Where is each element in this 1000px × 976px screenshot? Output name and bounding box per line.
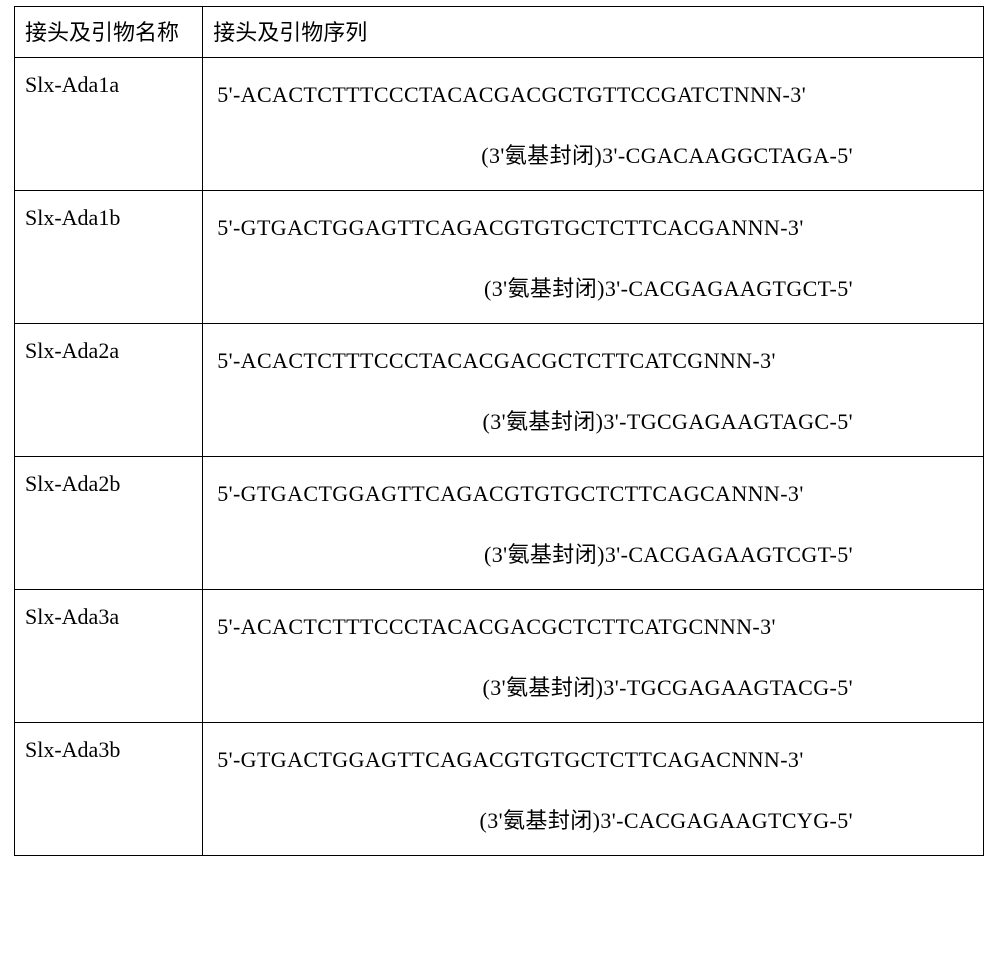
amino-block-label: (3'氨基封闭) [483, 409, 604, 434]
primer-name: Slx-Ada1b [15, 191, 203, 324]
primer-sequence: 5'-ACACTCTTTCCCTACACGACGCTCTTCATGCNNN-3'… [203, 590, 984, 723]
sequence-bottom-right: 3'-TGCGAGAAGTAGC-5' [603, 409, 853, 434]
sequence-bottom-right: 3'-CGACAAGGCTAGA-5' [602, 143, 853, 168]
sequence-top: 5'-ACACTCTTTCCCTACACGACGCTCTTCATGCNNN-3' [217, 614, 973, 640]
table-row: Slx-Ada2b 5'-GTGACTGGAGTTCAGACGTGTGCTCTT… [15, 457, 984, 590]
primer-sequence: 5'-ACACTCTTTCCCTACACGACGCTCTTCATCGNNN-3'… [203, 324, 984, 457]
sequence-bottom-right: 3'-CACGAGAAGTGCT-5' [605, 276, 853, 301]
primer-name: Slx-Ada1a [15, 58, 203, 191]
sequence-bottom-right: 3'-CACGAGAAGTCYG-5' [600, 808, 853, 833]
primer-sequence: 5'-GTGACTGGAGTTCAGACGTGTGCTCTTCAGCANNN-3… [203, 457, 984, 590]
sequence-top: 5'-GTGACTGGAGTTCAGACGTGTGCTCTTCAGCANNN-3… [217, 481, 973, 507]
amino-block-label: (3'氨基封闭) [480, 808, 601, 833]
sequence-bottom-right: 3'-TGCGAGAAGTACG-5' [603, 675, 853, 700]
amino-block-label: (3'氨基封闭) [481, 143, 602, 168]
sequence-bottom: (3'氨基封闭)3'-CACGAGAAGTGCT-5' [217, 271, 973, 303]
sequence-bottom: (3'氨基封闭)3'-CGACAAGGCTAGA-5' [217, 138, 973, 170]
table-row: Slx-Ada3b 5'-GTGACTGGAGTTCAGACGTGTGCTCTT… [15, 723, 984, 856]
amino-block-label: (3'氨基封闭) [484, 276, 605, 301]
table-header-row: 接头及引物名称 接头及引物序列 [15, 7, 984, 58]
sequence-bottom: (3'氨基封闭)3'-TGCGAGAAGTACG-5' [217, 670, 973, 702]
sequence-bottom: (3'氨基封闭)3'-CACGAGAAGTCYG-5' [217, 803, 973, 835]
table-row: Slx-Ada3a 5'-ACACTCTTTCCCTACACGACGCTCTTC… [15, 590, 984, 723]
primer-name: Slx-Ada2b [15, 457, 203, 590]
primer-name: Slx-Ada3a [15, 590, 203, 723]
sequence-top: 5'-ACACTCTTTCCCTACACGACGCTCTTCATCGNNN-3' [217, 348, 973, 374]
sequence-top: 5'-ACACTCTTTCCCTACACGACGCTGTTCCGATCTNNN-… [217, 82, 973, 108]
table-row: Slx-Ada2a 5'-ACACTCTTTCCCTACACGACGCTCTTC… [15, 324, 984, 457]
sequence-bottom-right: 3'-CACGAGAAGTCGT-5' [605, 542, 853, 567]
amino-block-label: (3'氨基封闭) [484, 542, 605, 567]
primer-sequence: 5'-ACACTCTTTCCCTACACGACGCTGTTCCGATCTNNN-… [203, 58, 984, 191]
table-row: Slx-Ada1b 5'-GTGACTGGAGTTCAGACGTGTGCTCTT… [15, 191, 984, 324]
sequence-top: 5'-GTGACTGGAGTTCAGACGTGTGCTCTTCAGACNNN-3… [217, 747, 973, 773]
sequence-bottom: (3'氨基封闭)3'-TGCGAGAAGTAGC-5' [217, 404, 973, 436]
sequence-top: 5'-GTGACTGGAGTTCAGACGTGTGCTCTTCACGANNN-3… [217, 215, 973, 241]
primer-name: Slx-Ada3b [15, 723, 203, 856]
sequence-bottom: (3'氨基封闭)3'-CACGAGAAGTCGT-5' [217, 537, 973, 569]
primer-sequence: 5'-GTGACTGGAGTTCAGACGTGTGCTCTTCAGACNNN-3… [203, 723, 984, 856]
amino-block-label: (3'氨基封闭) [483, 675, 604, 700]
primer-sequence: 5'-GTGACTGGAGTTCAGACGTGTGCTCTTCACGANNN-3… [203, 191, 984, 324]
header-sequence: 接头及引物序列 [203, 7, 984, 58]
table-row: Slx-Ada1a 5'-ACACTCTTTCCCTACACGACGCTGTTC… [15, 58, 984, 191]
primer-table: 接头及引物名称 接头及引物序列 Slx-Ada1a 5'-ACACTCTTTCC… [14, 6, 984, 856]
header-name: 接头及引物名称 [15, 7, 203, 58]
primer-name: Slx-Ada2a [15, 324, 203, 457]
